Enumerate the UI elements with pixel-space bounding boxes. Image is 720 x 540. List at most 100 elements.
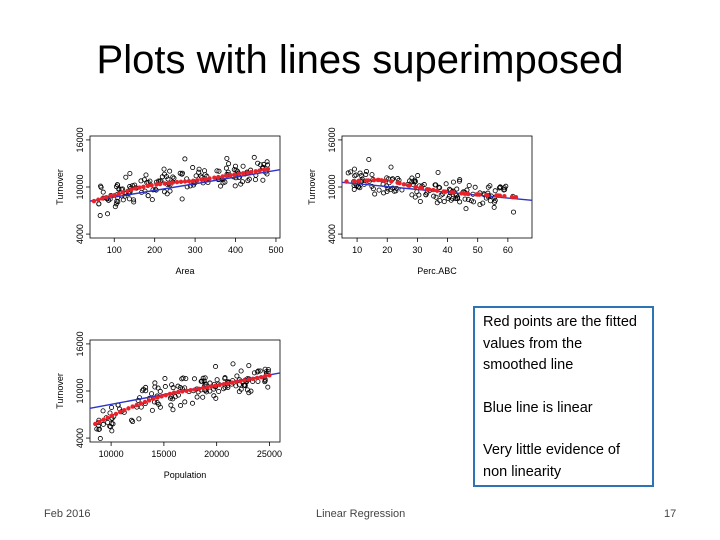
data-point: [152, 380, 158, 386]
data-point: [126, 196, 132, 202]
data-point: [143, 172, 149, 178]
fitted-point: [166, 180, 172, 186]
scatter-turnover-population: 10000 15000 20000 25000 4000 10000 16000 Popula…: [40, 330, 285, 495]
fitted-point: [417, 185, 423, 191]
x-tick-label: 400: [228, 245, 243, 255]
scatter-population-svg: 10000 15000 20000 25000 4000 10000 16000 Popula…: [55, 331, 282, 480]
x-tick-label: 60: [503, 245, 513, 255]
fitted-point: [250, 376, 256, 381]
data-point: [193, 173, 199, 179]
y-tick-label: 4000: [327, 224, 337, 244]
footer-date: Feb 2016: [44, 508, 91, 520]
data-point: [432, 182, 438, 188]
data-point: [109, 428, 115, 434]
data-point: [409, 192, 415, 198]
fitted-point: [213, 383, 218, 388]
fitted-point: [93, 421, 98, 427]
fitted-point: [126, 406, 131, 411]
fitted-point: [253, 169, 258, 174]
fitted-point: [101, 417, 106, 423]
fitted-values: [91, 166, 271, 204]
fitted-point: [371, 177, 377, 183]
fitted-point: [216, 174, 221, 180]
data-point: [431, 193, 437, 199]
data-point: [471, 199, 477, 205]
y-axis-label: Turnover: [55, 373, 65, 409]
fitted-point: [129, 187, 134, 192]
data-point: [352, 173, 358, 179]
data-point: [100, 189, 106, 195]
fitted-point: [221, 381, 227, 387]
fitted-point: [146, 398, 152, 403]
fitted-point: [182, 179, 188, 184]
fitted-point: [155, 395, 160, 400]
data-point: [131, 197, 137, 203]
data-point: [502, 187, 508, 193]
x-tick-label: 10000: [99, 449, 124, 459]
data-point: [231, 167, 237, 173]
fitted-point: [513, 195, 519, 200]
fitted-point: [220, 174, 225, 179]
data-point: [177, 170, 183, 176]
fitted-point: [180, 389, 185, 394]
fitted-point: [116, 191, 122, 197]
data-point: [491, 204, 497, 210]
data-point: [238, 386, 244, 392]
fitted-point: [238, 378, 243, 384]
x-axis-label: Population: [164, 470, 207, 480]
y-tick-label: 4000: [75, 224, 85, 244]
fitted-point: [245, 170, 250, 175]
y-tick-label: 10000: [75, 174, 85, 199]
data-point: [363, 172, 369, 178]
fitted-point: [196, 386, 202, 391]
data-point: [207, 388, 213, 394]
fitted-point: [199, 177, 205, 182]
scatter-points: [94, 361, 271, 442]
x-tick-label: 300: [188, 245, 203, 255]
data-point: [251, 154, 257, 160]
data-point: [138, 178, 144, 184]
data-point: [230, 361, 236, 367]
data-point: [200, 394, 206, 400]
data-point: [246, 390, 252, 396]
fitted-point: [258, 374, 264, 380]
data-point: [407, 178, 413, 184]
fitted-point: [145, 183, 151, 189]
data-point: [157, 404, 163, 410]
data-point: [202, 168, 208, 174]
fitted-point: [232, 172, 237, 177]
data-point: [194, 394, 200, 400]
data-point: [265, 367, 271, 373]
fitted-point: [91, 198, 97, 204]
data-point: [182, 156, 188, 162]
data-point: [221, 386, 227, 392]
data-point: [161, 166, 167, 172]
data-point: [492, 188, 498, 194]
fitted-point: [149, 183, 154, 188]
data-point: [353, 172, 359, 178]
data-point: [202, 172, 208, 178]
data-point: [352, 166, 358, 172]
data-point: [167, 188, 173, 194]
fitted-point: [207, 176, 212, 181]
data-point: [100, 408, 106, 414]
data-point: [465, 197, 471, 203]
fitted-point: [113, 411, 119, 417]
y-tick-label: 10000: [75, 378, 85, 403]
fitted-point: [157, 181, 163, 187]
fitted-point: [137, 185, 142, 190]
fitted-point: [125, 188, 130, 194]
fitted-point: [109, 413, 115, 418]
data-point: [141, 177, 147, 183]
data-point: [143, 388, 149, 394]
x-tick-label: 200: [147, 245, 162, 255]
data-point: [138, 404, 144, 410]
data-point: [265, 384, 271, 390]
data-point: [244, 387, 250, 393]
data-point: [351, 186, 357, 192]
data-point: [179, 170, 185, 176]
fitted-point: [130, 404, 135, 409]
x-tick-label: 100: [107, 245, 122, 255]
data-point: [170, 396, 176, 402]
fitted-point: [154, 182, 159, 187]
